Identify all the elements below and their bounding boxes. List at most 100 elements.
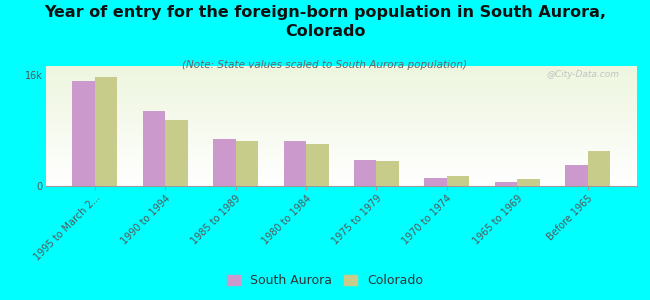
Bar xyxy=(46,151,637,152)
Bar xyxy=(46,103,637,104)
Bar xyxy=(46,100,637,101)
Bar xyxy=(46,122,637,124)
Bar xyxy=(46,113,637,114)
Bar xyxy=(46,119,637,120)
Bar xyxy=(424,178,447,186)
Bar xyxy=(46,70,637,71)
Bar xyxy=(46,166,637,167)
Bar xyxy=(46,108,637,109)
Bar xyxy=(46,143,637,144)
Bar xyxy=(46,90,637,91)
Bar xyxy=(46,160,637,161)
Bar xyxy=(46,83,637,84)
Bar xyxy=(46,175,637,176)
Bar xyxy=(46,168,637,169)
Bar xyxy=(46,156,637,157)
Bar xyxy=(46,121,637,122)
Bar xyxy=(46,133,637,134)
Bar xyxy=(46,136,637,137)
Bar xyxy=(46,110,637,112)
Bar xyxy=(46,155,637,156)
Bar xyxy=(46,66,637,67)
Bar xyxy=(46,120,637,121)
Bar xyxy=(46,78,637,79)
Bar xyxy=(588,151,610,186)
Bar xyxy=(46,145,637,146)
Bar xyxy=(72,81,95,186)
Bar xyxy=(46,92,637,94)
Bar xyxy=(46,80,637,82)
Bar xyxy=(46,150,637,151)
Bar xyxy=(46,74,637,76)
Bar xyxy=(46,128,637,130)
Bar xyxy=(46,127,637,128)
Bar xyxy=(46,178,637,179)
Bar xyxy=(46,68,637,70)
Text: Year of entry for the foreign-born population in South Aurora,
Colorado: Year of entry for the foreign-born popul… xyxy=(44,4,606,39)
Bar xyxy=(213,139,235,186)
Bar xyxy=(46,94,637,95)
Bar xyxy=(165,120,188,186)
Bar xyxy=(46,169,637,170)
Bar xyxy=(46,77,637,78)
Bar xyxy=(46,138,637,139)
Bar xyxy=(46,176,637,178)
Bar xyxy=(46,79,637,80)
Bar xyxy=(306,144,328,186)
Bar xyxy=(46,71,637,72)
Bar xyxy=(46,73,637,74)
Bar xyxy=(46,139,637,140)
Bar xyxy=(46,112,637,113)
Bar xyxy=(46,184,637,185)
Bar xyxy=(46,109,637,110)
Bar xyxy=(46,137,637,138)
Bar xyxy=(46,102,637,103)
Bar xyxy=(46,152,637,154)
Bar xyxy=(46,157,637,158)
Bar xyxy=(46,96,637,97)
Bar xyxy=(46,67,637,68)
Bar xyxy=(447,176,469,186)
Bar xyxy=(46,180,637,181)
Bar xyxy=(143,111,165,186)
Bar xyxy=(46,164,637,166)
Bar xyxy=(46,144,637,145)
Bar xyxy=(46,182,637,184)
Bar xyxy=(46,134,637,136)
Bar xyxy=(46,86,637,88)
Bar xyxy=(46,115,637,116)
Bar xyxy=(46,132,637,133)
Bar xyxy=(46,89,637,90)
Bar xyxy=(46,181,637,182)
Bar xyxy=(46,107,637,108)
Bar xyxy=(46,88,637,89)
Text: @City-Data.com: @City-Data.com xyxy=(546,70,619,79)
Bar xyxy=(46,185,637,186)
Bar xyxy=(46,161,637,162)
Bar xyxy=(46,84,637,85)
Bar xyxy=(565,165,588,186)
Bar xyxy=(46,162,637,163)
Bar xyxy=(46,124,637,125)
Bar xyxy=(46,98,637,100)
Bar xyxy=(46,126,637,127)
Bar xyxy=(235,141,258,186)
Bar xyxy=(95,77,117,186)
Bar xyxy=(46,131,637,132)
Bar xyxy=(46,170,637,172)
Bar xyxy=(46,72,637,73)
Bar xyxy=(46,140,637,142)
Bar xyxy=(376,161,399,186)
Bar xyxy=(46,101,637,102)
Bar xyxy=(46,85,637,86)
Bar xyxy=(46,172,637,173)
Bar xyxy=(46,106,637,107)
Bar xyxy=(46,116,637,118)
Bar xyxy=(46,142,637,143)
Bar xyxy=(46,104,637,106)
Bar xyxy=(46,95,637,96)
Bar xyxy=(354,160,376,186)
Bar xyxy=(46,97,637,98)
Bar xyxy=(46,148,637,149)
Bar xyxy=(517,179,539,186)
